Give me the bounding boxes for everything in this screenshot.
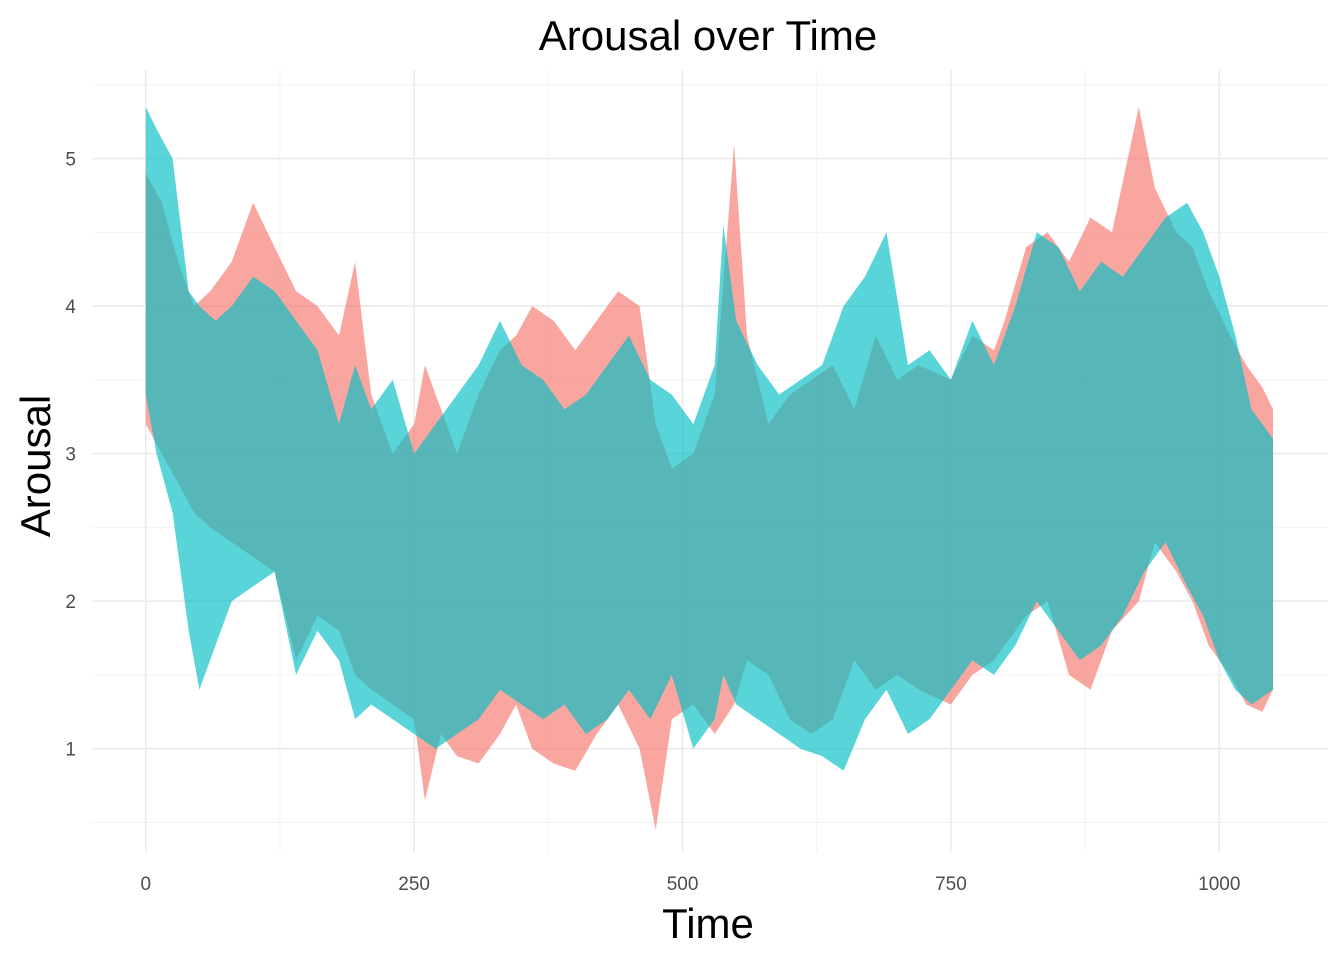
x-tick-label: 500 <box>667 874 699 895</box>
y-tick-label: 1 <box>65 740 76 761</box>
x-axis-ticks: 0 250 500 750 1000 <box>140 874 1240 895</box>
series-areas <box>145 106 1273 830</box>
x-tick-label: 1000 <box>1198 874 1240 895</box>
y-tick-label: 2 <box>65 592 76 613</box>
chart-title: Arousal over Time <box>539 12 877 59</box>
y-tick-label: 5 <box>65 150 76 171</box>
y-tick-label: 3 <box>65 445 76 466</box>
y-axis-title: Arousal <box>12 395 59 537</box>
y-tick-label: 4 <box>65 297 76 318</box>
series-ribbon-2 <box>145 106 1273 771</box>
x-tick-label: 750 <box>935 874 967 895</box>
x-tick-label: 0 <box>140 874 151 895</box>
x-axis-title: Time <box>662 900 754 947</box>
x-tick-label: 250 <box>398 874 430 895</box>
y-axis-ticks: 1 2 3 4 5 <box>65 150 76 761</box>
